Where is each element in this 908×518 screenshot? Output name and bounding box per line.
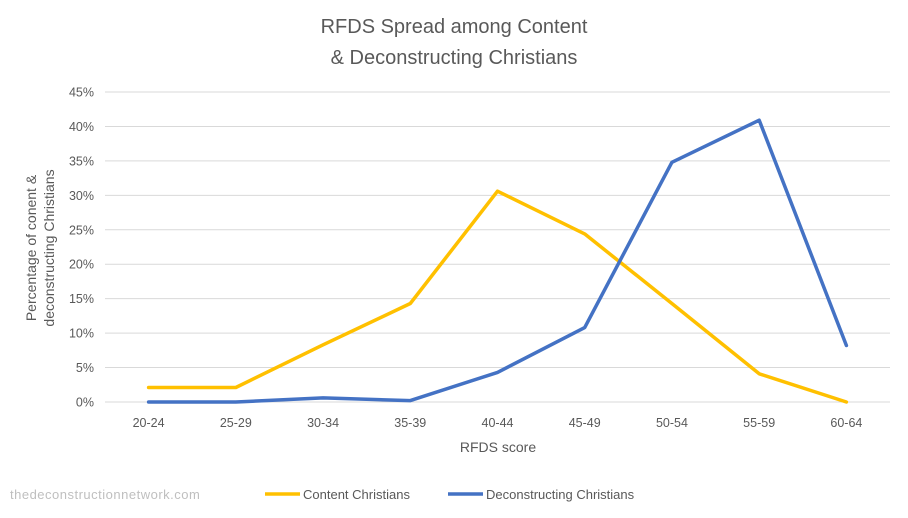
x-tick-label: 45-49 bbox=[569, 416, 601, 430]
y-tick-label: 25% bbox=[69, 223, 94, 237]
series-line-content-christians bbox=[146, 189, 849, 404]
y-axis-ticks: 0% 5% 10% 15% 20% 25% 30% 35% 40% 45% bbox=[69, 86, 94, 410]
y-tick-label: 5% bbox=[76, 361, 94, 375]
y-tick-label: 30% bbox=[69, 189, 94, 203]
series-line-deconstructing-christians bbox=[146, 118, 849, 404]
x-tick-label: 25-29 bbox=[220, 416, 252, 430]
x-tick-label: 20-24 bbox=[133, 416, 165, 430]
y-tick-label: 20% bbox=[69, 258, 94, 272]
x-tick-label: 55-59 bbox=[743, 416, 775, 430]
chart-title-line-1: RFDS Spread among Content bbox=[321, 16, 588, 38]
y-tick-label: 10% bbox=[69, 327, 94, 341]
x-tick-label: 40-44 bbox=[482, 416, 514, 430]
y-tick-label: 15% bbox=[69, 292, 94, 306]
gridlines bbox=[105, 91, 890, 403]
x-tick-label: 60-64 bbox=[830, 416, 862, 430]
legend-label-deconstructing: Deconstructing Christians bbox=[486, 487, 635, 502]
y-tick-label: 40% bbox=[69, 120, 94, 134]
y-axis-title: Percentage of conent & deconstructing Ch… bbox=[23, 169, 57, 326]
y-axis-title-line-2: deconstructing Christians bbox=[41, 169, 57, 326]
chart-title-line-2: & Deconstructing Christians bbox=[331, 47, 578, 69]
x-tick-label: 30-34 bbox=[307, 416, 339, 430]
watermark-text: thedeconstructionnetwork.com bbox=[10, 487, 200, 502]
legend: Content Christians Deconstructing Christ… bbox=[265, 487, 635, 502]
y-tick-label: 0% bbox=[76, 396, 94, 410]
x-tick-label: 50-54 bbox=[656, 416, 688, 430]
y-axis-title-line-1: Percentage of conent & bbox=[23, 174, 39, 321]
x-axis-ticks: 20-24 25-29 30-34 35-39 40-44 45-49 50-54 55-59… bbox=[133, 416, 863, 430]
series-lines bbox=[146, 118, 849, 404]
x-axis-title: RFDS score bbox=[460, 439, 536, 455]
y-tick-label: 35% bbox=[69, 154, 94, 168]
x-tick-label: 35-39 bbox=[394, 416, 426, 430]
legend-label-content: Content Christians bbox=[303, 487, 410, 502]
y-tick-label: 45% bbox=[69, 86, 94, 100]
